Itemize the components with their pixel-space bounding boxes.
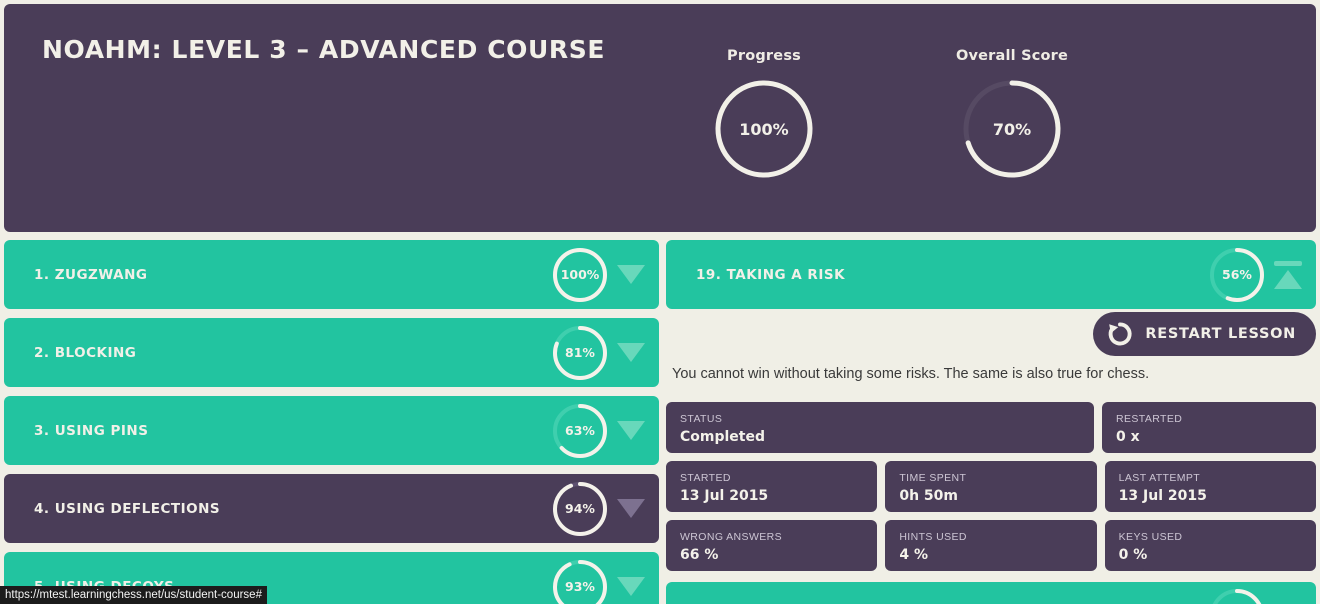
stat-cell: LAST ATTEMPT 13 Jul 2015 [1104, 461, 1316, 512]
overall-score-ring: 70% [961, 78, 1063, 180]
lesson-row[interactable]: 3. USING PINS 63% [4, 396, 659, 465]
stat-row: WRONG ANSWERS 66 % HINTS USED 4 % KEYS USED 0… [666, 520, 1316, 571]
lesson-row-right: 81% [551, 324, 645, 382]
lesson-next-peek-ring [1208, 587, 1266, 604]
stat-value: 0h 50m [899, 488, 958, 504]
stat-label: KEYS USED [1118, 531, 1183, 543]
lesson-row-percent: 81% [565, 345, 595, 360]
browser-status-bar-url: https://mtest.learningchess.net/us/stude… [0, 586, 267, 604]
lesson-row-title: 3. USING PINS [34, 422, 149, 439]
lesson-row-right: 63% [551, 402, 645, 460]
stat-cell: RESTARTED 0 x [1102, 402, 1316, 453]
lesson-next-peek-right [1208, 587, 1302, 604]
stat-label: TIME SPENT [899, 472, 967, 484]
lesson-row-title: 4. USING DEFLECTIONS [34, 500, 221, 517]
collapse-bar [1274, 260, 1302, 266]
gauge-overall-score: Overall Score 70% [912, 48, 1112, 180]
lesson-header-right: 56% [1208, 246, 1302, 304]
stat-value: 66 % [680, 547, 719, 563]
lesson-row[interactable]: 2. BLOCKING 81% [4, 318, 659, 387]
lesson-row-title: 1. ZUGZWANG [34, 266, 148, 283]
lesson-row-percent: 93% [565, 579, 595, 594]
chevron-down-icon[interactable] [617, 577, 645, 596]
stat-cell: KEYS USED 0 % [1104, 520, 1316, 571]
lesson-header-title: 19. TAKING A RISK [696, 266, 846, 283]
header-gauges: Progress 100% Overall Score 70% [664, 48, 1112, 180]
stat-label: LAST ATTEMPT [1118, 472, 1201, 484]
chevron-down-icon[interactable] [617, 499, 645, 518]
lesson-detail-panel: 19. TAKING A RISK 56% [666, 240, 1316, 604]
lesson-next-peek[interactable]: 20. FIGHTING FOR THE INITIATIVE [666, 582, 1316, 604]
lesson-row-ring: 93% [551, 558, 609, 604]
stat-value: 4 % [899, 547, 928, 563]
lesson-row-percent: 63% [565, 423, 595, 438]
lesson-header-expanded[interactable]: 19. TAKING A RISK 56% [666, 240, 1316, 309]
page-title: NOAHM: LEVEL 3 – ADVANCED COURSE [42, 35, 606, 64]
stat-row: STATUS Completed RESTARTED 0 x [666, 402, 1316, 453]
stat-cell: STARTED 13 Jul 2015 [666, 461, 878, 512]
gauge-overall-score-value: 70% [992, 119, 1032, 139]
lesson-row-right: 94% [551, 480, 645, 538]
lesson-row-ring: 100% [551, 246, 609, 304]
stat-label: STARTED [680, 472, 731, 484]
gauge-progress-value: 100% [739, 119, 789, 139]
stat-value: 0 x [1116, 429, 1140, 445]
stat-label: STATUS [680, 413, 723, 425]
lesson-row[interactable]: 1. ZUGZWANG 100% [4, 240, 659, 309]
gauge-progress-label: Progress [727, 48, 801, 64]
chevron-up-collapse-icon[interactable] [1274, 260, 1302, 289]
lesson-stats-grid: STATUS Completed RESTARTED 0 x STARTED 13 Jul… [666, 402, 1316, 579]
lesson-row[interactable]: 4. USING DEFLECTIONS 94% [4, 474, 659, 543]
chevron-down-icon[interactable] [617, 421, 645, 440]
stat-cell: TIME SPENT 0h 50m [885, 461, 1097, 512]
gauge-progress: Progress 100% [664, 48, 864, 180]
stat-value: 13 Jul 2015 [1118, 488, 1207, 504]
progress-ring: 100% [713, 78, 815, 180]
restart-lesson-label: RESTART LESSON [1145, 326, 1296, 342]
lesson-header-ring: 56% [1208, 246, 1266, 304]
course-header: NOAHM: LEVEL 3 – ADVANCED COURSE Progres… [4, 4, 1316, 232]
stat-cell: STATUS Completed [666, 402, 1094, 453]
stat-value: 13 Jul 2015 [680, 488, 769, 504]
stat-row: STARTED 13 Jul 2015 TIME SPENT 0h 50m LAST A… [666, 461, 1316, 512]
stat-label: RESTARTED [1116, 413, 1183, 425]
stat-label: WRONG ANSWERS [680, 531, 783, 543]
lesson-row-ring: 63% [551, 402, 609, 460]
gauge-overall-score-label: Overall Score [955, 48, 1069, 64]
chevron-down-icon[interactable] [617, 265, 645, 284]
lesson-row-right: 93% [551, 558, 645, 604]
stat-cell: WRONG ANSWERS 66 % [666, 520, 878, 571]
lesson-row-title: 2. BLOCKING [34, 344, 137, 361]
chevron-down-icon[interactable] [617, 343, 645, 362]
stat-value: Completed [680, 429, 766, 445]
lesson-row-ring: 94% [551, 480, 609, 538]
lesson-header-percent: 56% [1222, 267, 1252, 282]
triangle-up [1274, 269, 1302, 289]
lesson-row-percent: 94% [565, 501, 595, 516]
lesson-row-ring: 81% [551, 324, 609, 382]
stat-value: 0 % [1118, 547, 1148, 563]
lesson-row-right: 100% [551, 246, 645, 304]
lesson-description: You cannot win without taking some risks… [672, 366, 1150, 382]
lesson-list: 1. ZUGZWANG 100% 2. BLOCKING 81% 3. USING PI… [4, 240, 659, 604]
stat-label: HINTS USED [899, 531, 967, 543]
lesson-row-percent: 100% [560, 267, 600, 282]
restart-lesson-button[interactable]: RESTART LESSON [1093, 312, 1316, 356]
stat-cell: HINTS USED 4 % [885, 520, 1097, 571]
restart-arrow-icon [1109, 322, 1132, 346]
